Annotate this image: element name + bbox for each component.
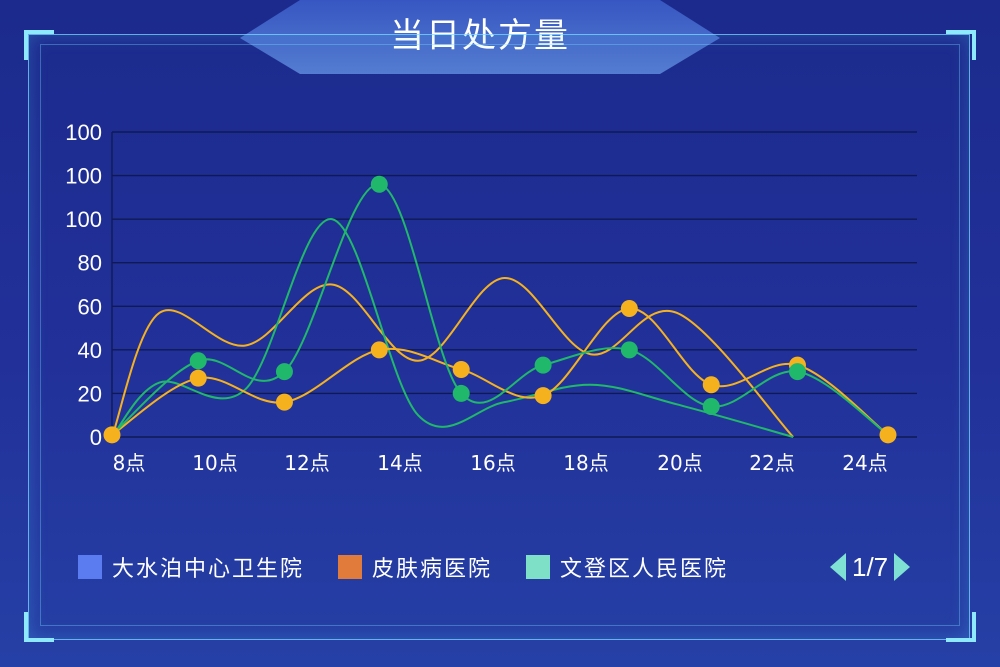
x-tick-label: 16点 [470, 451, 515, 475]
series-line [111, 218, 794, 438]
data-point [702, 398, 720, 415]
y-tick-label: 100 [65, 120, 102, 145]
x-tick-label: 10点 [192, 451, 237, 475]
data-point [275, 393, 293, 411]
data-point [370, 175, 388, 193]
corner-decoration [24, 612, 54, 642]
data-point [620, 299, 638, 317]
title-badge [240, 0, 720, 74]
x-tick-label: 8点 [113, 451, 146, 475]
y-tick-label: 100 [65, 164, 102, 189]
legend-swatch [526, 555, 551, 579]
corner-decoration [946, 30, 976, 60]
legend-item[interactable]: 文登区人民医院 [526, 551, 728, 583]
data-point [620, 341, 638, 359]
data-point [534, 356, 552, 374]
data-point [103, 426, 121, 444]
chart-panel-frame [28, 34, 970, 640]
next-page-icon[interactable] [894, 553, 911, 581]
x-tick-label: 20点 [657, 451, 702, 475]
chart-title: 当日处方量 [390, 16, 570, 56]
legend-swatch [78, 555, 102, 579]
legend-item[interactable]: 皮肤病医院 [338, 551, 492, 583]
data-point [788, 363, 806, 381]
y-tick-label: 80 [78, 251, 102, 276]
data-point [275, 363, 293, 381]
chart-legend: 大水泊中心卫生院 皮肤病医院 文登区人民医院 [78, 550, 762, 584]
data-point [879, 426, 897, 444]
legend-item[interactable]: 大水泊中心卫生院 [78, 551, 304, 583]
legend-label: 大水泊中心卫生院 [112, 557, 305, 582]
y-tick-label: 40 [78, 338, 102, 363]
legend-label: 皮肤病医院 [372, 557, 493, 582]
y-tick-label: 20 [78, 381, 102, 406]
x-tick-label: 24点 [842, 451, 887, 475]
legend-swatch [338, 555, 363, 579]
x-tick-label: 14点 [377, 451, 422, 475]
y-tick-label: 0 [90, 425, 102, 450]
legend-label: 文登区人民医院 [560, 557, 729, 582]
data-point [534, 387, 552, 405]
data-point [370, 341, 388, 359]
page-indicator: 1/7 [852, 551, 889, 582]
data-point [702, 376, 720, 394]
data-point [189, 352, 207, 370]
y-tick-label: 100 [65, 207, 102, 232]
data-point [452, 384, 470, 402]
series-line [111, 307, 889, 436]
corner-decoration [946, 612, 976, 642]
series-line [111, 276, 794, 438]
corner-decoration [24, 30, 54, 60]
x-tick-label: 22点 [749, 451, 794, 475]
legend-pager: 1/7 [830, 550, 911, 584]
x-tick-label: 12点 [284, 451, 329, 475]
x-tick-label: 18点 [563, 451, 608, 475]
data-point [452, 360, 470, 378]
y-tick-label: 60 [78, 294, 102, 319]
prev-page-icon[interactable] [830, 553, 846, 581]
data-point [189, 369, 207, 387]
chart-panel-inner-frame [40, 44, 960, 626]
